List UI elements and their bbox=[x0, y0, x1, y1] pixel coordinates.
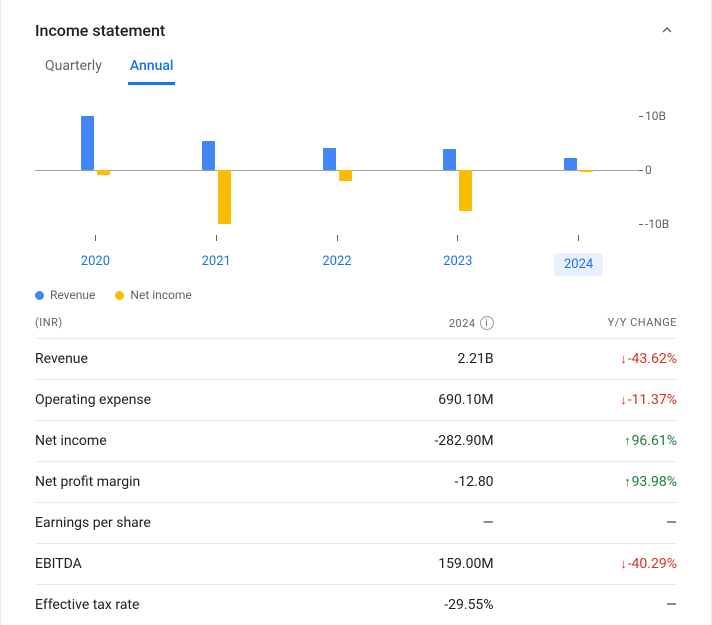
metric-value: -282.90M bbox=[310, 433, 493, 449]
bar-revenue[interactable] bbox=[202, 141, 215, 170]
legend-swatch bbox=[35, 291, 44, 300]
bar-revenue[interactable] bbox=[443, 149, 456, 170]
bar-netincome[interactable] bbox=[459, 170, 472, 211]
chart-x-axis: 2020 2021 2022 2023 2024 bbox=[35, 253, 639, 276]
tab-annual[interactable]: Annual bbox=[128, 52, 176, 85]
table-row: EBITDA159.00M↓-40.29% bbox=[35, 543, 677, 584]
metric-name: EBITDA bbox=[35, 556, 310, 572]
bar-netincome[interactable] bbox=[339, 170, 352, 181]
legend-item: Revenue bbox=[35, 288, 95, 302]
panel-header: Income statement bbox=[35, 20, 677, 44]
chevron-up-icon bbox=[659, 22, 675, 38]
metric-change: ↑96.61% bbox=[494, 433, 677, 449]
y-axis-label: 0 bbox=[645, 163, 652, 177]
bar-netincome[interactable] bbox=[218, 170, 231, 224]
metric-value: 2.21B bbox=[310, 351, 493, 367]
financials-table: Revenue2.21B↓-43.62%Operating expense690… bbox=[35, 338, 677, 625]
x-tick bbox=[216, 235, 217, 241]
bar-revenue[interactable] bbox=[323, 148, 336, 170]
metric-name: Earnings per share bbox=[35, 515, 310, 531]
metric-name: Revenue bbox=[35, 351, 310, 367]
arrow-down-icon: ↓ bbox=[620, 393, 627, 408]
x-tick bbox=[578, 235, 579, 241]
metric-change: ↓-40.29% bbox=[494, 556, 677, 572]
y-tick bbox=[639, 170, 643, 171]
legend-item: Net income bbox=[115, 288, 191, 302]
x-axis-year[interactable]: 2020 bbox=[81, 250, 110, 273]
chart-legend: Revenue Net income bbox=[35, 276, 677, 306]
chart-plot-area bbox=[35, 105, 639, 235]
chart-y-axis: -10B 0 10B bbox=[639, 105, 677, 235]
table-row: Effective tax rate-29.55%— bbox=[35, 584, 677, 625]
table-row: Earnings per share—— bbox=[35, 502, 677, 543]
x-tick bbox=[95, 235, 96, 241]
metric-name: Net profit margin bbox=[35, 474, 310, 490]
income-statement-panel: Income statement Quarterly Annual -10B 0 1… bbox=[0, 0, 712, 625]
metric-value: -29.55% bbox=[310, 597, 493, 613]
x-tick bbox=[337, 235, 338, 241]
panel-title: Income statement bbox=[35, 21, 165, 40]
metric-value: -12.80 bbox=[310, 474, 493, 490]
arrow-up-icon: ↑ bbox=[624, 434, 631, 449]
bar-revenue[interactable] bbox=[564, 158, 577, 170]
table-row: Revenue2.21B↓-43.62% bbox=[35, 338, 677, 379]
table-header: (INR) 2024 i Y/Y CHANGE bbox=[35, 306, 677, 338]
tab-quarterly[interactable]: Quarterly bbox=[43, 52, 104, 85]
x-tick bbox=[457, 235, 458, 241]
metric-name: Operating expense bbox=[35, 392, 310, 408]
metric-value: 690.10M bbox=[310, 392, 493, 408]
x-axis-year[interactable]: 2022 bbox=[322, 250, 351, 273]
y-tick bbox=[639, 116, 643, 117]
info-icon[interactable]: i bbox=[480, 316, 494, 330]
x-axis-year[interactable]: 2023 bbox=[443, 250, 472, 273]
legend-label: Revenue bbox=[50, 288, 95, 302]
y-tick bbox=[639, 224, 643, 225]
metric-change: ↓-11.37% bbox=[494, 392, 677, 408]
metric-change: — bbox=[494, 597, 677, 613]
arrow-down-icon: ↓ bbox=[620, 352, 627, 367]
legend-label: Net income bbox=[130, 288, 191, 302]
x-axis-year[interactable]: 2024 bbox=[554, 253, 603, 276]
metric-name: Net income bbox=[35, 433, 310, 449]
collapse-toggle[interactable] bbox=[657, 20, 677, 40]
bar-revenue[interactable] bbox=[81, 116, 94, 170]
x-axis-year[interactable]: 2021 bbox=[202, 250, 231, 273]
y-axis-label: 10B bbox=[645, 109, 666, 123]
y-axis-label: -10B bbox=[645, 217, 669, 231]
metric-value: — bbox=[310, 515, 493, 531]
value-column-header: 2024 i bbox=[310, 316, 493, 330]
metric-change: ↓-43.62% bbox=[494, 351, 677, 367]
bar-chart: -10B 0 10B bbox=[35, 105, 677, 235]
table-row: Net profit margin-12.80↑93.98% bbox=[35, 461, 677, 502]
arrow-up-icon: ↑ bbox=[624, 475, 631, 490]
table-row: Net income-282.90M↑96.61% bbox=[35, 420, 677, 461]
bar-netincome[interactable] bbox=[580, 170, 593, 172]
metric-value: 159.00M bbox=[310, 556, 493, 572]
period-tabs: Quarterly Annual bbox=[35, 44, 677, 85]
metric-name: Effective tax rate bbox=[35, 597, 310, 613]
metric-change: ↑93.98% bbox=[494, 474, 677, 490]
currency-label: (INR) bbox=[35, 316, 310, 330]
table-row: Operating expense690.10M↓-11.37% bbox=[35, 379, 677, 420]
arrow-down-icon: ↓ bbox=[620, 557, 627, 572]
bar-netincome[interactable] bbox=[97, 170, 110, 175]
metric-change: — bbox=[494, 515, 677, 531]
legend-swatch bbox=[115, 291, 124, 300]
chart-zero-line bbox=[35, 170, 639, 171]
change-column-header: Y/Y CHANGE bbox=[494, 316, 677, 330]
